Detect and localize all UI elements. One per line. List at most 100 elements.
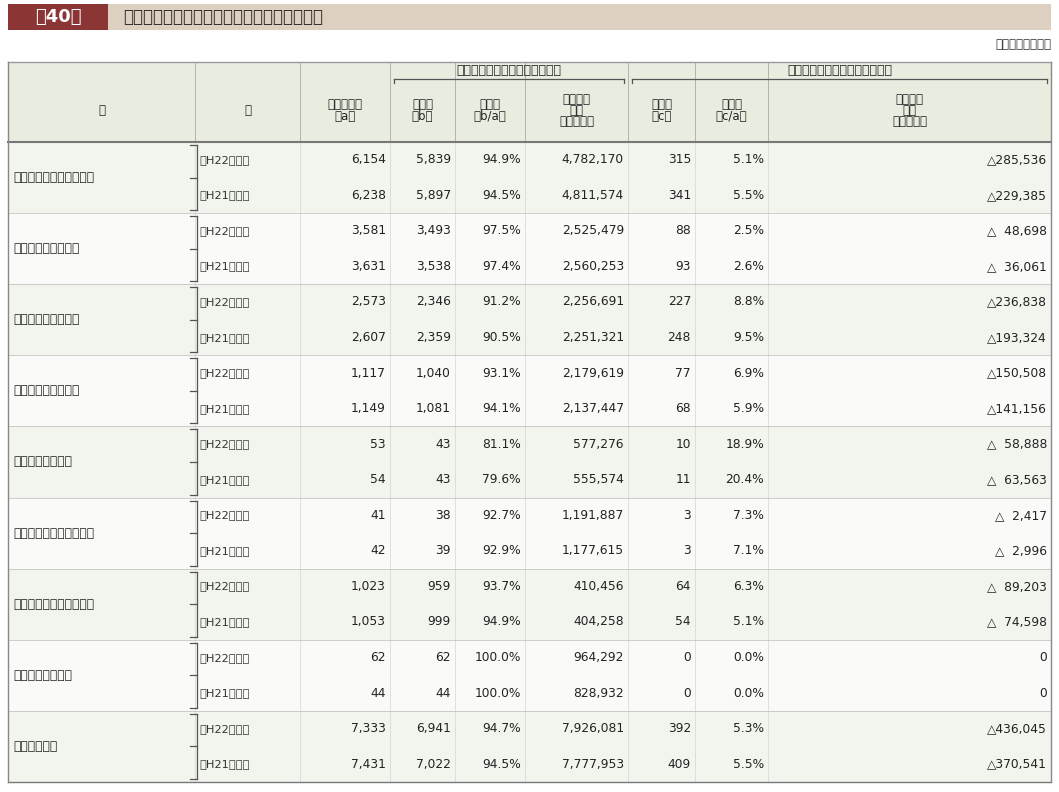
Text: 5,839: 5,839 <box>416 154 451 166</box>
Text: 315: 315 <box>667 154 692 166</box>
Text: 7,926,081: 7,926,081 <box>562 722 624 735</box>
Text: 999: 999 <box>428 615 451 629</box>
Text: 2.5%: 2.5% <box>733 224 764 238</box>
Text: △  58,888: △ 58,888 <box>987 438 1047 451</box>
Text: 77: 77 <box>676 367 692 379</box>
Text: 88: 88 <box>676 224 692 238</box>
Text: 2,525,479: 2,525,479 <box>561 224 624 238</box>
Text: 227: 227 <box>668 295 692 309</box>
Text: 2,251,321: 2,251,321 <box>562 331 624 344</box>
Bar <box>8 62 1051 142</box>
Text: 6,941: 6,941 <box>416 722 451 735</box>
Text: 10: 10 <box>676 438 692 451</box>
Text: 又は: 又は <box>902 104 916 117</box>
Text: 5.1%: 5.1% <box>733 615 764 629</box>
Text: 9.5%: 9.5% <box>733 331 764 344</box>
Text: 97.5%: 97.5% <box>482 224 521 238</box>
Text: 1,023: 1,023 <box>352 580 385 593</box>
Text: 2,607: 2,607 <box>352 331 385 344</box>
Text: （a）: （a） <box>335 109 356 123</box>
Text: 92.7%: 92.7% <box>483 508 521 522</box>
Bar <box>8 497 1051 569</box>
Text: 2,137,447: 2,137,447 <box>562 402 624 415</box>
Text: （H21調査）: （H21調査） <box>199 474 250 485</box>
Text: 正味財産額: 正味財産額 <box>559 115 594 128</box>
Text: 3: 3 <box>683 508 692 522</box>
Text: 248: 248 <box>667 331 692 344</box>
Text: 94.7%: 94.7% <box>483 722 521 735</box>
Text: 54: 54 <box>676 615 692 629</box>
Text: 94.5%: 94.5% <box>482 188 521 202</box>
Text: 2,560,253: 2,560,253 <box>561 260 624 273</box>
Text: 97.4%: 97.4% <box>483 260 521 273</box>
Text: 6,154: 6,154 <box>351 154 385 166</box>
Text: △436,045: △436,045 <box>987 722 1047 735</box>
Text: 959: 959 <box>428 580 451 593</box>
Text: 4,782,170: 4,782,170 <box>562 154 624 166</box>
Text: 構成比: 構成比 <box>480 98 501 112</box>
Text: 555,574: 555,574 <box>573 474 624 486</box>
Text: （b）: （b） <box>412 109 433 123</box>
Text: 0: 0 <box>1039 651 1047 664</box>
Bar <box>8 640 1051 711</box>
Text: 2,179,619: 2,179,619 <box>562 367 624 379</box>
Text: 5.9%: 5.9% <box>733 402 764 415</box>
Text: △  48,698: △ 48,698 <box>987 224 1047 238</box>
Text: 7,431: 7,431 <box>352 758 385 771</box>
Text: 1,177,615: 1,177,615 <box>562 544 624 558</box>
Bar <box>8 711 1051 782</box>
Text: 44: 44 <box>435 687 451 699</box>
Text: （H21調査）: （H21調査） <box>199 546 250 556</box>
Text: 94.9%: 94.9% <box>483 154 521 166</box>
Text: （H22調査）: （H22調査） <box>199 368 249 378</box>
Text: 6.9%: 6.9% <box>733 367 764 379</box>
Text: △  63,563: △ 63,563 <box>987 474 1047 486</box>
Text: 5.1%: 5.1% <box>733 154 764 166</box>
Text: （H22調査）: （H22調査） <box>199 724 249 733</box>
Text: 3,493: 3,493 <box>416 224 451 238</box>
Text: 90.5%: 90.5% <box>482 331 521 344</box>
Text: 409: 409 <box>668 758 692 771</box>
Text: 577,276: 577,276 <box>574 438 624 451</box>
Text: 39: 39 <box>435 544 451 558</box>
Text: （H21調査）: （H21調査） <box>199 688 250 698</box>
Text: 38: 38 <box>435 508 451 522</box>
Text: 法人数: 法人数 <box>412 98 433 112</box>
Text: 79.6%: 79.6% <box>483 474 521 486</box>
Bar <box>8 4 108 30</box>
Text: （単位　百万円）: （単位 百万円） <box>995 38 1051 51</box>
Text: 第　三　セ　ク　タ　ー: 第 三 セ ク タ ー <box>13 171 94 184</box>
Text: 7.3%: 7.3% <box>733 508 764 522</box>
Text: 社団法人・財団法人: 社団法人・財団法人 <box>13 242 79 255</box>
Text: 地　方　道　路　公　社: 地 方 道 路 公 社 <box>13 527 94 539</box>
Text: △  36,061: △ 36,061 <box>987 260 1047 273</box>
Text: 資産が負債を上回っている法人: 資産が負債を上回っている法人 <box>456 64 561 77</box>
Text: 44: 44 <box>371 687 385 699</box>
Text: 総　　　　計: 総 計 <box>13 740 57 753</box>
Text: 41: 41 <box>371 508 385 522</box>
Text: 1,053: 1,053 <box>351 615 385 629</box>
Text: 100.0%: 100.0% <box>474 687 521 699</box>
Text: （H21調査）: （H21調査） <box>199 190 250 200</box>
Text: 5.5%: 5.5% <box>733 188 764 202</box>
Text: 3: 3 <box>683 544 692 558</box>
Text: 又は: 又は <box>570 104 584 117</box>
Text: △  74,598: △ 74,598 <box>987 615 1047 629</box>
Text: △285,536: △285,536 <box>987 154 1047 166</box>
Text: 392: 392 <box>668 722 692 735</box>
Text: 81.1%: 81.1% <box>482 438 521 451</box>
Text: 負債が資産を上回っている法人: 負債が資産を上回っている法人 <box>787 64 892 77</box>
Text: 93.1%: 93.1% <box>483 367 521 379</box>
Bar <box>8 142 1051 213</box>
Text: （H21調査）: （H21調査） <box>199 404 250 413</box>
Text: 11: 11 <box>676 474 692 486</box>
Text: 第40表: 第40表 <box>35 8 82 26</box>
Text: △229,385: △229,385 <box>987 188 1047 202</box>
Text: 6,238: 6,238 <box>351 188 385 202</box>
Text: 会　社　法　法　人: 会 社 法 法 人 <box>13 314 79 326</box>
Text: 3,538: 3,538 <box>416 260 451 273</box>
Text: 地方独立行政法人: 地方独立行政法人 <box>13 668 72 682</box>
Text: △  89,203: △ 89,203 <box>987 580 1047 593</box>
Bar <box>8 426 1051 497</box>
Text: （H22調査）: （H22調査） <box>199 226 249 236</box>
